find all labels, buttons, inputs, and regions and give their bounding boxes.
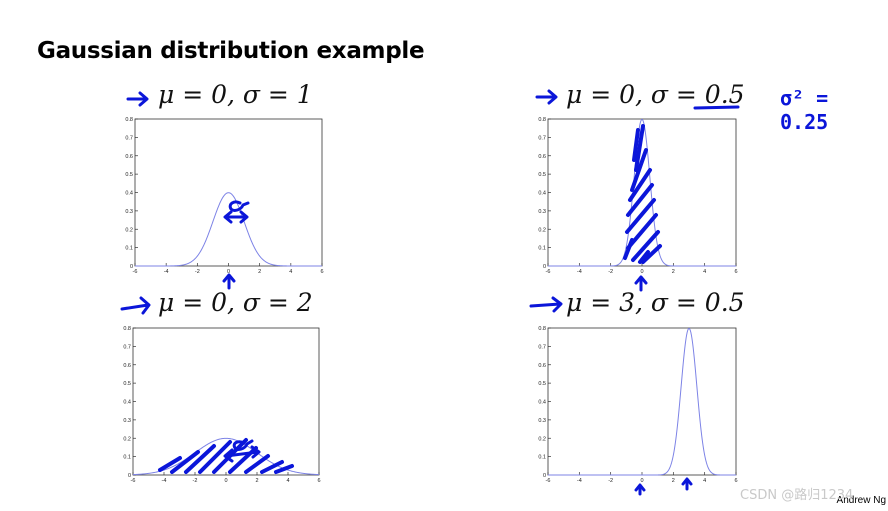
x-tick-label: -4 — [164, 269, 169, 275]
gaussian-curve-1 — [135, 192, 322, 267]
y-tick-label: 0.1 — [125, 246, 133, 252]
y-tick-label: 0.3 — [538, 418, 546, 424]
x-tick-label: 2 — [255, 478, 258, 484]
y-tick-label: 0.8 — [125, 117, 133, 123]
y-tick-label: 0 — [130, 264, 133, 270]
x-tick-label: -4 — [577, 478, 582, 484]
x-tick-label: 6 — [734, 478, 737, 484]
y-tick-label: 0.8 — [538, 326, 546, 332]
y-tick-label: 0.3 — [123, 418, 131, 424]
y-tick-label: 0.7 — [123, 344, 131, 350]
plot-title-1: μ = 0, σ = 1 — [158, 80, 313, 109]
y-tick-label: 0.7 — [538, 344, 546, 350]
y-tick-label: 0.6 — [538, 363, 546, 369]
y-tick-label: 0.3 — [538, 209, 546, 215]
x-tick-label: 4 — [703, 269, 706, 275]
y-tick-label: 0.8 — [538, 117, 546, 123]
x-tick-label: 2 — [672, 269, 675, 275]
plot-frame-2 — [547, 118, 737, 267]
x-tick-label: 2 — [672, 478, 675, 484]
y-tick-label: 0.7 — [125, 135, 133, 141]
x-tick-label: 4 — [703, 478, 706, 484]
x-tick-label: 6 — [734, 269, 737, 275]
y-tick-label: 0.2 — [125, 227, 133, 233]
plot-title-4: μ = 3, σ = 0.5 — [566, 288, 745, 317]
y-tick-label: 0.5 — [123, 381, 131, 387]
x-tick-label: -6 — [131, 478, 136, 484]
y-tick-label: 0 — [543, 473, 546, 479]
x-tick-label: 0 — [640, 269, 643, 275]
x-tick-label: 2 — [258, 269, 261, 275]
y-tick-label: 0.6 — [125, 154, 133, 160]
x-tick-label: -6 — [546, 269, 551, 275]
y-tick-label: 0.7 — [538, 135, 546, 141]
y-tick-label: 0.5 — [125, 172, 133, 178]
y-tick-label: 0 — [128, 473, 131, 479]
y-tick-label: 0.2 — [538, 227, 546, 233]
x-tick-label: 4 — [289, 269, 292, 275]
x-tick-label: -2 — [608, 269, 613, 275]
x-tick-label: -2 — [608, 478, 613, 484]
x-tick-label: -2 — [195, 269, 200, 275]
x-tick-label: -4 — [577, 269, 582, 275]
watermark: CSDN @路归1234 — [740, 488, 854, 503]
x-tick-label: 0 — [640, 478, 643, 484]
y-tick-label: 0.2 — [538, 436, 546, 442]
y-tick-label: 0.1 — [123, 455, 131, 461]
plot-title-3: μ = 0, σ = 2 — [158, 288, 313, 317]
y-tick-label: 0.4 — [538, 191, 546, 197]
x-tick-label: 6 — [317, 478, 320, 484]
y-tick-label: 0.4 — [125, 191, 133, 197]
y-tick-label: 0.4 — [538, 400, 546, 406]
x-tick-label: 0 — [227, 269, 230, 275]
x-tick-label: -4 — [162, 478, 167, 484]
y-tick-label: 0.5 — [538, 381, 546, 387]
gaussian-curve-4 — [548, 327, 736, 476]
plot-frame-3 — [132, 327, 320, 476]
slide-title: Gaussian distribution example — [37, 38, 425, 64]
x-tick-label: -6 — [133, 269, 138, 275]
plot-frame-4 — [547, 327, 737, 476]
y-tick-label: 0.8 — [123, 326, 131, 332]
x-tick-label: 0 — [224, 478, 227, 484]
plot-title-2: μ = 0, σ = 0.5 — [566, 80, 745, 109]
author-credit: Andrew Ng — [836, 495, 886, 506]
y-tick-label: 0.6 — [123, 363, 131, 369]
y-tick-label: 0.3 — [125, 209, 133, 215]
y-tick-label: 0.2 — [123, 436, 131, 442]
y-tick-label: 0.1 — [538, 455, 546, 461]
y-tick-label: 0.4 — [123, 400, 131, 406]
x-tick-label: 4 — [286, 478, 289, 484]
y-tick-label: 0.6 — [538, 154, 546, 160]
y-tick-label: 0.5 — [538, 172, 546, 178]
y-tick-label: 0.1 — [538, 246, 546, 252]
x-tick-label: -2 — [193, 478, 198, 484]
x-tick-label: 6 — [320, 269, 323, 275]
sigma-squared-note: σ² = 0.25 — [780, 86, 829, 134]
x-tick-label: -6 — [546, 478, 551, 484]
gaussian-curve-2 — [548, 118, 736, 267]
y-tick-label: 0 — [543, 264, 546, 270]
